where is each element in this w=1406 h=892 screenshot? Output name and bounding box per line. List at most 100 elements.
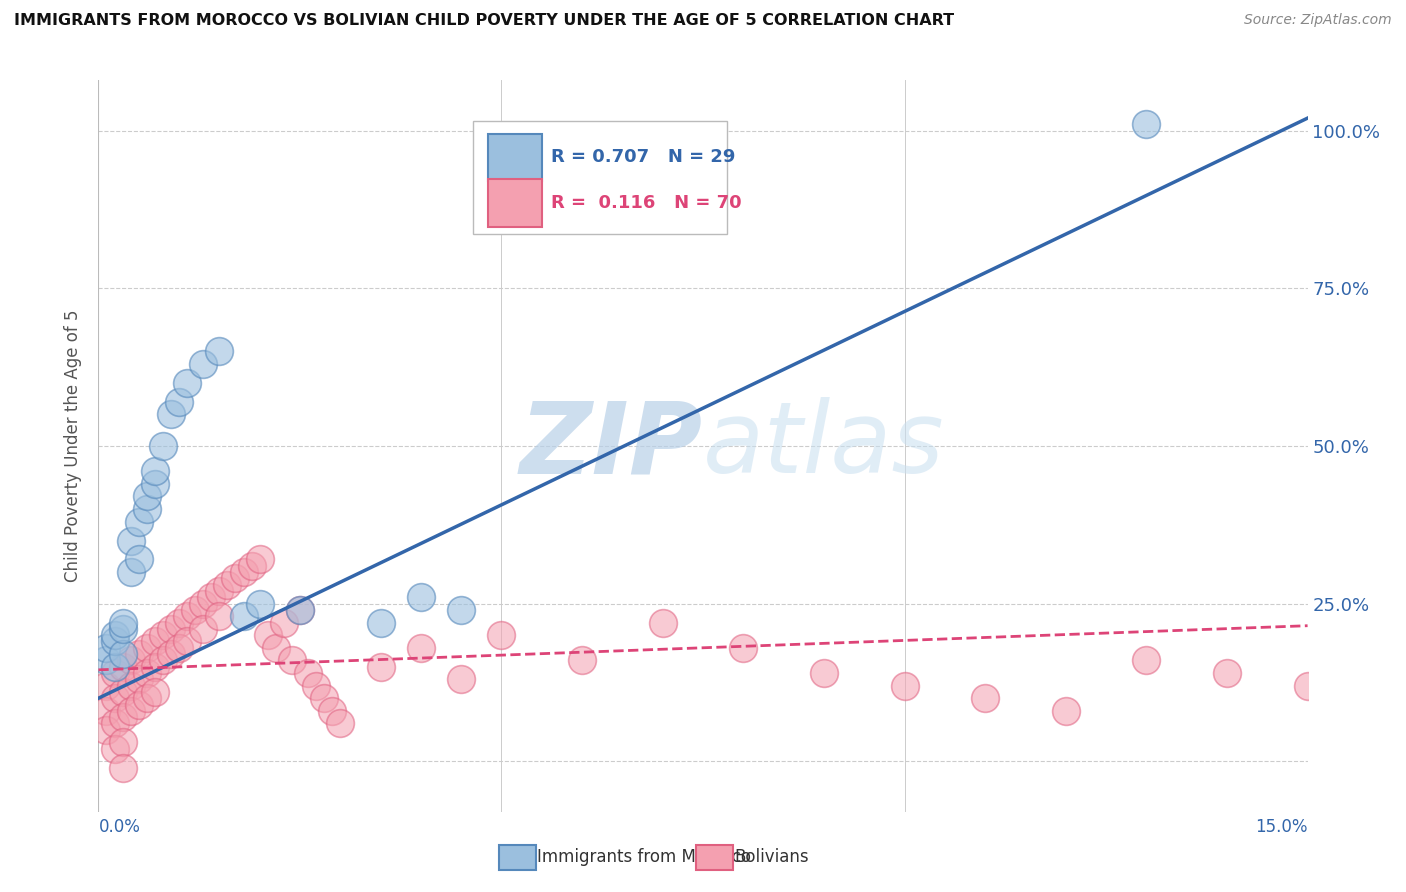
Point [128, 552, 150, 566]
Point [281, 653, 304, 667]
Text: Bolivians: Bolivians [734, 848, 808, 866]
Point [450, 603, 472, 617]
Point [128, 647, 150, 661]
Point [208, 609, 231, 624]
Point [143, 685, 166, 699]
Point [111, 659, 134, 673]
Point [256, 628, 278, 642]
Point [208, 344, 231, 359]
FancyBboxPatch shape [488, 134, 543, 181]
Point [120, 704, 142, 718]
Point [135, 490, 157, 504]
Point [1135, 653, 1157, 667]
Point [160, 622, 183, 636]
Point [193, 357, 215, 371]
Text: Source: ZipAtlas.com: Source: ZipAtlas.com [1244, 13, 1392, 28]
Point [111, 710, 134, 724]
Point [208, 584, 231, 599]
Point [176, 609, 198, 624]
Point [217, 578, 239, 592]
Point [103, 691, 125, 706]
Point [167, 615, 190, 630]
Point [120, 653, 142, 667]
Point [409, 640, 432, 655]
Point [184, 603, 207, 617]
Point [297, 665, 319, 680]
FancyBboxPatch shape [488, 179, 543, 227]
Point [143, 659, 166, 673]
Point [128, 673, 150, 687]
Point [176, 376, 198, 390]
Point [200, 591, 222, 605]
Point [152, 628, 174, 642]
Text: Immigrants from Morocco: Immigrants from Morocco [537, 848, 751, 866]
Point [143, 476, 166, 491]
Point [813, 665, 835, 680]
Point [1135, 117, 1157, 131]
Point [111, 622, 134, 636]
Point [111, 761, 134, 775]
Point [321, 704, 343, 718]
Point [1296, 679, 1319, 693]
Point [193, 622, 215, 636]
Point [143, 634, 166, 648]
Point [288, 603, 311, 617]
Point [1376, 704, 1399, 718]
Point [1216, 665, 1239, 680]
Point [571, 653, 593, 667]
Point [232, 565, 254, 579]
Point [305, 679, 328, 693]
Point [128, 515, 150, 529]
Text: IMMIGRANTS FROM MOROCCO VS BOLIVIAN CHILD POVERTY UNDER THE AGE OF 5 CORRELATION: IMMIGRANTS FROM MOROCCO VS BOLIVIAN CHIL… [14, 13, 955, 29]
Point [103, 716, 125, 731]
Point [111, 735, 134, 749]
Point [240, 558, 263, 573]
Point [120, 565, 142, 579]
Point [167, 395, 190, 409]
Point [974, 691, 997, 706]
Point [409, 591, 432, 605]
Point [193, 597, 215, 611]
Point [167, 640, 190, 655]
Point [450, 673, 472, 687]
Point [120, 533, 142, 548]
Point [96, 640, 118, 655]
Point [329, 716, 352, 731]
Text: R =  0.116   N = 70: R = 0.116 N = 70 [551, 194, 741, 211]
FancyBboxPatch shape [474, 120, 727, 234]
Text: 15.0%: 15.0% [1256, 818, 1308, 836]
Point [370, 615, 392, 630]
Point [135, 640, 157, 655]
Point [273, 615, 295, 630]
Point [128, 698, 150, 712]
Point [111, 685, 134, 699]
Point [103, 741, 125, 756]
Point [103, 659, 125, 673]
Point [160, 408, 183, 422]
Point [96, 723, 118, 737]
Point [491, 628, 513, 642]
Text: 0.0%: 0.0% [98, 818, 141, 836]
Point [120, 679, 142, 693]
Point [103, 628, 125, 642]
Point [288, 603, 311, 617]
Point [893, 679, 915, 693]
Point [249, 597, 271, 611]
Text: R = 0.707   N = 29: R = 0.707 N = 29 [551, 148, 735, 167]
Point [96, 704, 118, 718]
Point [1054, 704, 1077, 718]
Point [143, 464, 166, 478]
Point [103, 665, 125, 680]
Point [232, 609, 254, 624]
Point [111, 647, 134, 661]
Point [224, 571, 246, 585]
Text: ZIP: ZIP [520, 398, 703, 494]
Point [314, 691, 336, 706]
Point [135, 691, 157, 706]
Point [176, 634, 198, 648]
Point [651, 615, 673, 630]
Point [152, 653, 174, 667]
Point [152, 439, 174, 453]
Point [370, 659, 392, 673]
Point [103, 634, 125, 648]
